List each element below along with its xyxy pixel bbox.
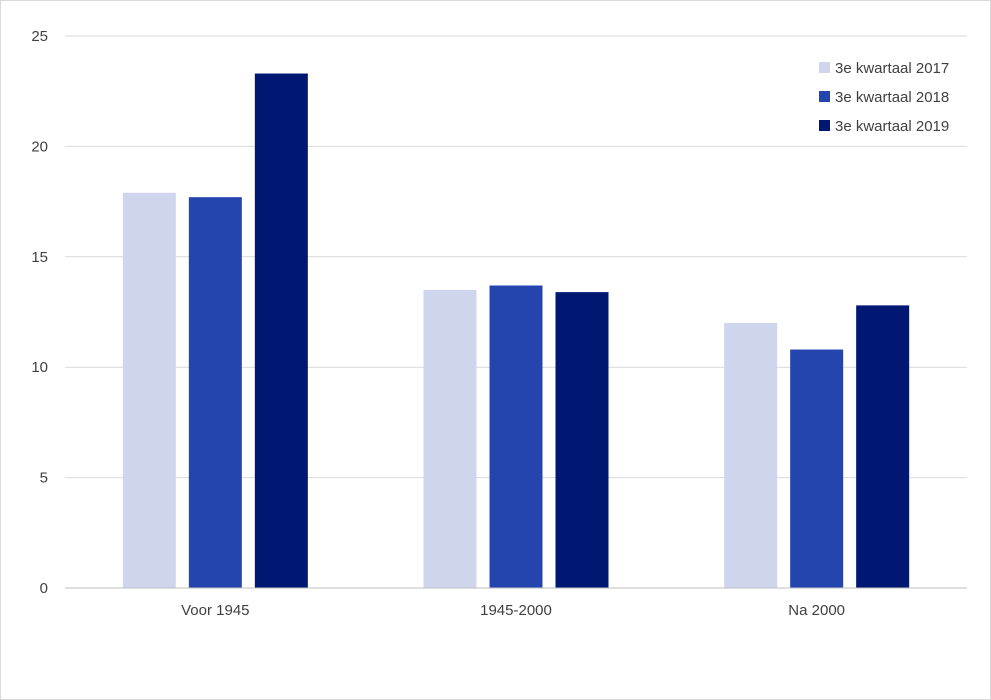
bar: [724, 323, 778, 588]
bar: [856, 305, 910, 588]
x-tick-label: Na 2000: [788, 602, 845, 619]
legend-swatch: [819, 91, 830, 102]
legend-label: 3e kwartaal 2018: [835, 89, 949, 106]
y-tick-label: 0: [40, 580, 48, 597]
bars: [122, 73, 910, 588]
y-tick-label: 5: [40, 470, 48, 487]
bar: [790, 349, 844, 588]
legend: 3e kwartaal 2017 3e kwartaal 2018 3e kwart…: [819, 60, 949, 135]
y-axis-ticks: 0 5 10 15 20 25: [31, 28, 48, 597]
legend-label: 3e kwartaal 2017: [835, 60, 949, 77]
bar: [122, 192, 176, 588]
legend-swatch: [819, 62, 830, 73]
bar: [555, 292, 609, 588]
x-tick-label: Voor 1945: [181, 602, 249, 619]
x-tick-label: 1945-2000: [480, 602, 552, 619]
y-tick-label: 25: [31, 28, 48, 45]
legend-swatch: [819, 120, 830, 131]
legend-label: 3e kwartaal 2019: [835, 118, 949, 135]
bar: [254, 73, 308, 588]
y-tick-label: 15: [31, 249, 48, 266]
y-tick-label: 10: [31, 359, 48, 376]
bar: [489, 285, 543, 588]
bar: [423, 289, 477, 588]
x-axis-ticks: Voor 1945 1945-2000 Na 2000: [181, 602, 845, 619]
y-tick-label: 20: [31, 138, 48, 155]
bar: [188, 197, 242, 588]
